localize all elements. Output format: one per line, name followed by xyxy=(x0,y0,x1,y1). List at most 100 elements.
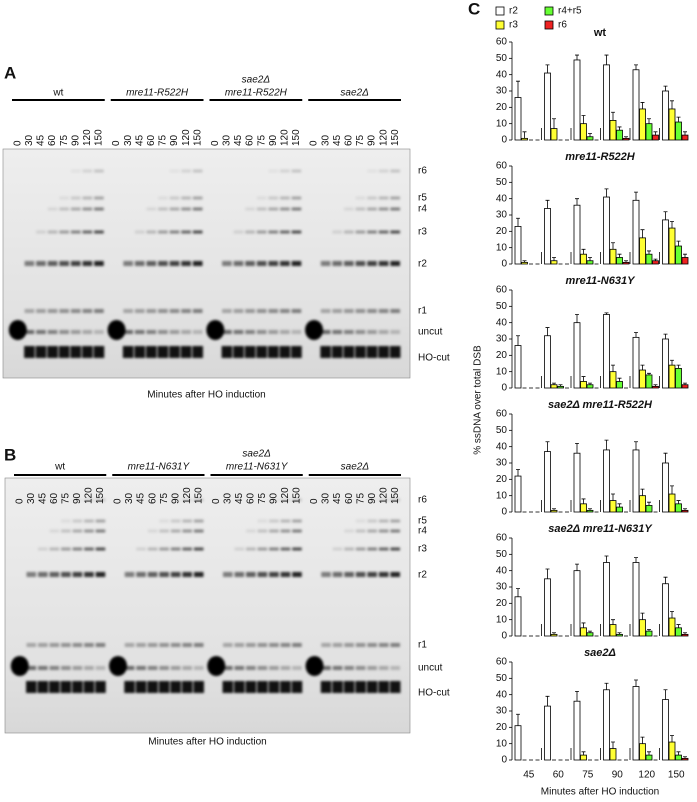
gel-band xyxy=(146,346,157,358)
bar xyxy=(675,503,682,513)
lane-label: 30 xyxy=(320,134,331,146)
error-bar xyxy=(545,64,550,74)
gel-band xyxy=(280,572,291,577)
gel-band xyxy=(305,656,324,676)
error-bar xyxy=(611,493,615,501)
gel-band xyxy=(378,309,389,313)
gel-band xyxy=(134,261,145,266)
chart-title: sae2Δ mre11-R522H xyxy=(548,399,653,411)
gel-band xyxy=(292,529,302,533)
gel-band xyxy=(193,547,204,551)
bar xyxy=(668,227,676,265)
lane-label: 0 xyxy=(14,498,25,504)
gel-band xyxy=(367,529,377,533)
gel-band xyxy=(256,261,267,266)
error-bar xyxy=(604,439,609,450)
gel-band xyxy=(147,572,158,577)
gel-band xyxy=(181,230,191,234)
gel-band xyxy=(49,643,60,647)
gel-band xyxy=(158,230,168,234)
lane-label: 30 xyxy=(26,492,37,504)
y-tick-label: 0 xyxy=(501,755,507,766)
gel-band xyxy=(82,261,93,266)
gel-band xyxy=(378,572,389,577)
band-label: r2 xyxy=(418,570,427,581)
gel-band xyxy=(95,519,106,523)
gel-band xyxy=(181,207,191,211)
error-bar xyxy=(545,441,550,452)
band-label: r3 xyxy=(418,227,427,238)
bar xyxy=(616,506,623,513)
bar xyxy=(609,371,617,389)
bar xyxy=(514,596,522,637)
bar xyxy=(609,120,617,141)
bar xyxy=(652,260,659,265)
bar xyxy=(550,260,558,265)
error-bar xyxy=(647,629,651,632)
gel-band xyxy=(246,529,256,533)
bar xyxy=(580,754,587,761)
y-tick-label: 60 xyxy=(496,533,508,544)
y-tick-label: 40 xyxy=(496,565,508,576)
error-bar xyxy=(670,735,674,743)
gel-image xyxy=(4,477,411,734)
gel-band xyxy=(233,309,244,313)
gel-band xyxy=(170,572,181,577)
y-tick-label: 40 xyxy=(496,441,508,452)
error-bar xyxy=(516,713,520,726)
gel-band xyxy=(292,572,302,577)
bar xyxy=(586,136,594,141)
gel-band xyxy=(83,681,95,693)
gel-band xyxy=(234,666,245,670)
gel-band xyxy=(93,346,105,358)
bar xyxy=(550,128,558,141)
lane-label: 75 xyxy=(158,134,169,146)
gel-band xyxy=(94,330,104,334)
gel-band xyxy=(59,261,69,266)
gel-band xyxy=(280,681,291,693)
error-bar xyxy=(640,364,645,371)
gel-band xyxy=(343,346,355,358)
bar xyxy=(639,237,646,265)
lane-label: 45 xyxy=(332,492,343,504)
band-label: r4 xyxy=(418,204,427,215)
gel-band xyxy=(320,330,331,334)
error-bar xyxy=(581,376,586,382)
y-tick-label: 60 xyxy=(496,657,508,668)
bar xyxy=(639,619,646,637)
gel-band xyxy=(280,196,290,200)
gel-band xyxy=(24,346,35,358)
gel-band xyxy=(355,529,366,533)
y-tick-label: 0 xyxy=(501,135,507,146)
gel-band xyxy=(134,330,145,334)
gel-band xyxy=(332,547,343,551)
error-bar xyxy=(588,133,592,137)
gel-band xyxy=(367,207,377,211)
gel-band xyxy=(291,330,302,334)
error-bar xyxy=(663,452,668,463)
panel-letter: B xyxy=(4,445,16,464)
gel-band xyxy=(268,196,279,200)
error-bar xyxy=(683,253,687,258)
lane-label: 75 xyxy=(355,134,366,146)
gel-band xyxy=(26,572,37,577)
gel-band xyxy=(35,346,47,358)
gel-band xyxy=(122,346,134,358)
strain-name: mre11-N631Y xyxy=(226,462,289,473)
gel-band xyxy=(169,196,180,200)
error-bar xyxy=(611,619,615,625)
lane-label: 30 xyxy=(222,492,233,504)
gel-band xyxy=(280,230,290,234)
gel-band xyxy=(269,519,279,523)
gel-band xyxy=(181,681,193,693)
bar xyxy=(645,505,653,513)
gel-band xyxy=(244,346,256,358)
gel-band xyxy=(268,207,279,211)
y-tick-label: 60 xyxy=(496,409,508,420)
error-bar xyxy=(640,488,645,496)
gel-band xyxy=(72,519,83,523)
gel-caption: Minutes after HO induction xyxy=(148,737,266,748)
gel-band xyxy=(256,309,267,313)
gel-band xyxy=(182,666,192,670)
gel-image xyxy=(2,148,411,379)
